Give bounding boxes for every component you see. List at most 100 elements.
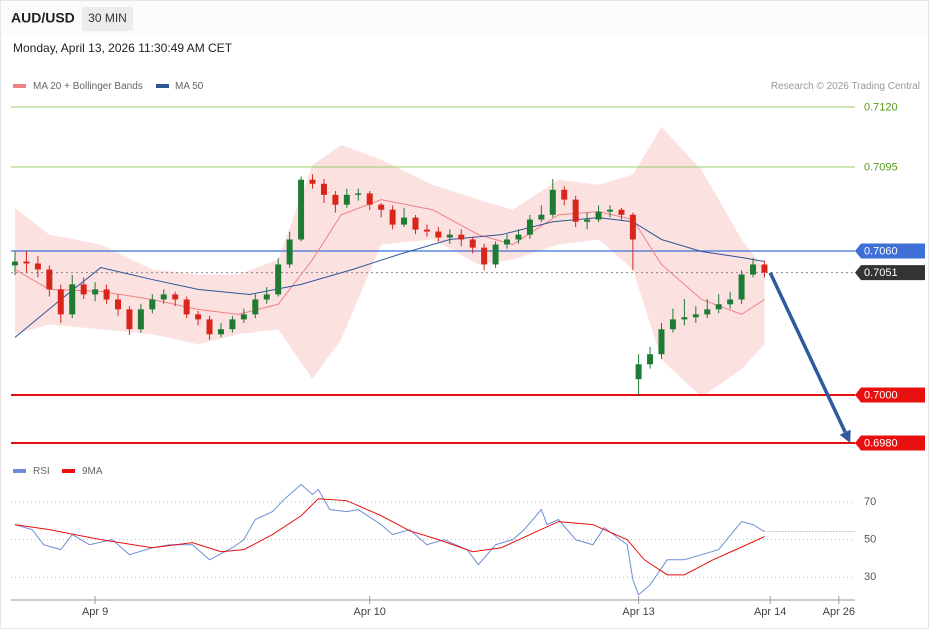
candle-body [515, 234, 522, 240]
level-label: 0.7095 [864, 161, 898, 173]
candle-body [738, 274, 745, 300]
level-label: 0.7060 [864, 245, 898, 257]
candle-body [423, 229, 430, 232]
candle-body [526, 219, 533, 235]
legend-swatch [13, 84, 26, 88]
candle-body [34, 263, 41, 270]
candle-body [715, 304, 722, 310]
candle-body [378, 204, 385, 210]
candle-body [80, 284, 87, 295]
candle-body [446, 234, 453, 238]
candle-body [229, 319, 236, 330]
legend-label: MA 50 [175, 81, 204, 92]
candle-body [69, 284, 76, 315]
candle-body [57, 289, 64, 315]
y-tick-label: 30 [864, 571, 876, 583]
candle-body [252, 299, 259, 315]
candle-body [635, 364, 642, 380]
candle-body [103, 289, 110, 300]
candle-body [681, 317, 688, 320]
candle-body [549, 189, 556, 215]
candle-body [727, 299, 734, 305]
candle-body [309, 179, 316, 184]
candle-body [618, 209, 625, 215]
candle-body [669, 319, 676, 330]
candle-body [492, 244, 499, 265]
candle-body [469, 239, 476, 248]
level-label: 0.7000 [864, 389, 898, 401]
candle-body [46, 269, 53, 290]
legend-label: MA 20 + Bollinger Bands [33, 81, 143, 92]
level-label: 0.7120 [864, 101, 898, 113]
legend-label: RSI [33, 466, 50, 477]
symbol: AUD/USD [11, 10, 75, 26]
candle-body [92, 289, 99, 295]
x-tick-label: Apr 14 [754, 606, 786, 618]
bollinger-band [15, 126, 765, 398]
candle-body [12, 261, 19, 266]
candle-body [160, 294, 167, 300]
arrow-head [839, 429, 851, 443]
candle-body [606, 209, 613, 212]
candle-body [114, 299, 121, 310]
candle-body [240, 314, 247, 320]
legend-swatch [62, 469, 75, 473]
candle-body [538, 214, 545, 220]
x-tick-label: Apr 10 [354, 606, 386, 618]
candle-body [172, 294, 179, 300]
candle-body [298, 179, 305, 240]
candle-body [389, 209, 396, 225]
candle-body [263, 294, 270, 300]
x-tick-label: Apr 26 [823, 606, 855, 618]
candle-body [458, 234, 465, 240]
candle-body [355, 193, 362, 195]
level-tag [855, 265, 925, 281]
ma-line [14, 199, 765, 315]
candle-body [320, 183, 327, 195]
y-tick-label: 50 [864, 534, 876, 546]
candle-body [23, 261, 30, 264]
candle-body [343, 194, 350, 205]
candle-body [275, 264, 282, 295]
candle-body [401, 217, 408, 225]
level-tag [855, 435, 925, 451]
candle-body [584, 219, 591, 222]
legend-swatch [13, 469, 26, 473]
ma-line [14, 217, 765, 338]
candle-body [595, 211, 602, 220]
level-label: 0.6980 [864, 437, 898, 449]
candle-body [481, 247, 488, 265]
candle-body [137, 309, 144, 330]
x-tick-label: Apr 9 [82, 606, 108, 618]
candle-body [435, 231, 442, 238]
candle-body [206, 319, 213, 335]
candle-body [658, 329, 665, 355]
candle-body [750, 264, 757, 275]
legend-swatch [156, 84, 169, 88]
timestamp: Monday, April 13, 2026 11:30:49 AM CET [13, 41, 233, 55]
candle-body [704, 309, 711, 315]
candle-body [572, 199, 579, 222]
candle-body [761, 264, 768, 273]
level-label: 0.7051 [864, 267, 898, 279]
forecast-arrow [768, 271, 847, 433]
candle-body [332, 194, 339, 205]
candle-body [217, 329, 224, 335]
timeframe-box [82, 7, 133, 31]
candle-body [183, 299, 190, 315]
candle-body [647, 354, 654, 365]
legend-label: 9MA [82, 466, 103, 477]
candle-body [504, 239, 511, 245]
timeframe: 30 MIN [88, 11, 127, 25]
y-tick-label: 70 [864, 496, 876, 508]
candle-body [366, 193, 373, 205]
candle-body [629, 214, 636, 240]
candle-body [195, 314, 202, 320]
candle-body [692, 314, 699, 318]
credit: Research © 2026 Trading Central [771, 81, 920, 92]
candle-body [286, 239, 293, 265]
level-tag [855, 387, 925, 403]
candle-body [126, 309, 133, 330]
